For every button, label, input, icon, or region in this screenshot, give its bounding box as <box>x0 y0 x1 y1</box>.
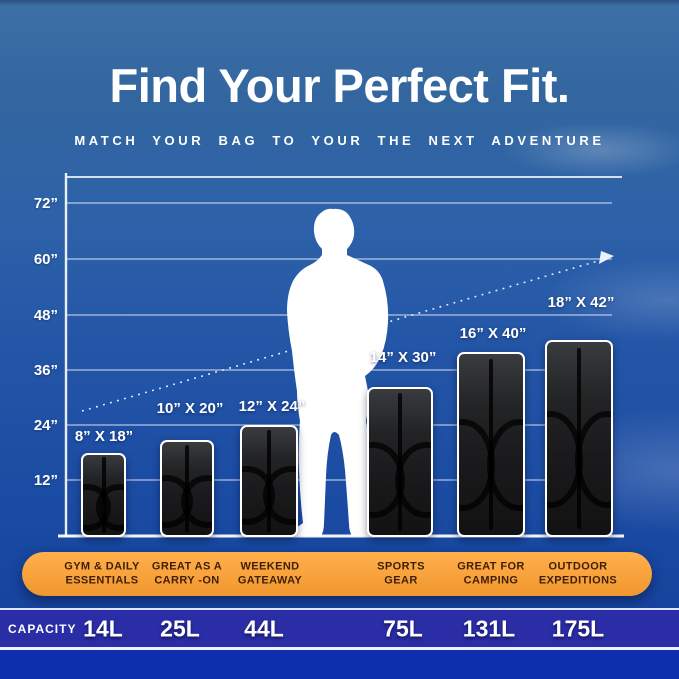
capacity-value-75l: 75L <box>383 615 423 641</box>
page-subtitle: MATCH YOUR BAG TO YOUR THE NEXT ADVENTUR… <box>74 133 605 148</box>
bag-ring-right <box>96 483 124 531</box>
duffel-bag-10x20 <box>160 440 214 537</box>
category-camping: GREAT FOR CAMPING <box>457 560 525 587</box>
duffel-bag-14x30 <box>367 387 433 537</box>
category-carry-on: GREAT AS A CARRY -ON <box>151 560 223 587</box>
capacity-row-label: CAPACITY <box>8 621 77 636</box>
bag-size-label-6: 18” X 42” <box>547 294 615 311</box>
person-silhouette <box>287 208 389 537</box>
bottom-band <box>0 650 679 679</box>
duffel-bag-16x40 <box>457 352 525 537</box>
bag-ring-right <box>181 475 212 529</box>
bag-size-label-5: 16” X 40” <box>459 325 527 342</box>
bag-size-label-1: 8” X 18” <box>74 428 134 445</box>
category-sports-gear: SPORTS GEAR <box>377 560 425 587</box>
y-tick-72: 72” <box>33 195 58 212</box>
duffel-bag-8x18 <box>81 453 126 537</box>
page-title: Find Your Perfect Fit. <box>109 59 570 112</box>
category-banner: GYM & DAILY ESSENTIALS GREAT AS A CARRY … <box>22 552 652 596</box>
capacity-value-25l: 25L <box>160 615 200 641</box>
capacity-value-175l: 175L <box>551 615 605 641</box>
capacity-value-44l: 44L <box>244 615 284 641</box>
capacity-band: CAPACITY 14L 25L 44L 75L 131L 175L <box>0 608 679 650</box>
category-outdoor-expeditions: OUTDOOR EXPEDITIONS <box>538 560 618 587</box>
capacity-value-131l: 131L <box>462 615 516 641</box>
trend-arrow-head <box>599 251 614 264</box>
capacity-value-14l: 14L <box>83 615 123 641</box>
bag-size-label-2: 10” X 20” <box>156 400 224 417</box>
duffel-bag-12x24 <box>240 425 298 537</box>
bag-size-label-3: 12” X 24” <box>238 398 306 415</box>
category-gym-daily-essentials: GYM & DAILY ESSENTIALS <box>64 560 140 587</box>
y-tick-48: 48” <box>33 307 58 324</box>
duffel-bag-18x42 <box>545 340 613 537</box>
category-weekend-getaway: WEEKEND GATEAWAY <box>237 560 303 587</box>
bag-size-label-4: 14” X 30” <box>369 349 437 366</box>
bag-ring-right <box>263 465 296 526</box>
y-tick-12: 12” <box>33 472 58 489</box>
y-tick-24: 24” <box>33 417 58 434</box>
y-tick-60: 60” <box>33 251 58 268</box>
y-tick-36: 36” <box>33 362 58 379</box>
bag-ring-right <box>395 441 431 518</box>
